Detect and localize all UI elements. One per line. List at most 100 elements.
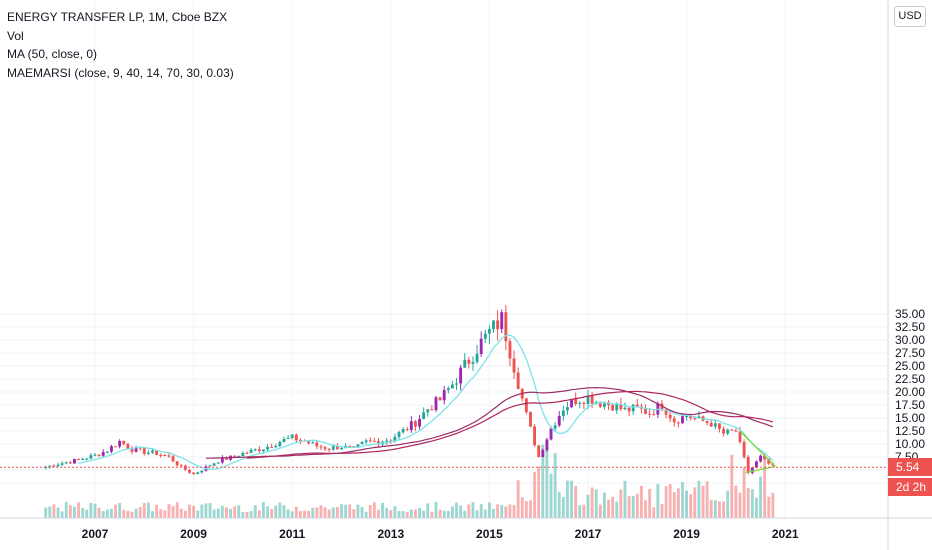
candle-body [689, 415, 693, 419]
ma-40-line [205, 386, 774, 459]
candle-body [672, 418, 676, 423]
volume-bar [52, 504, 56, 518]
maemarsi-indicator-label[interactable]: MAEMARSI (close, 9, 40, 14, 70, 30, 0.03… [7, 65, 234, 80]
volume-bar [479, 504, 483, 518]
volume-bar [689, 494, 693, 518]
volume-bar [192, 505, 196, 518]
volume-bar [138, 507, 142, 518]
volume-bar [101, 511, 105, 518]
volume-bar [233, 506, 237, 518]
volume-bar [508, 504, 512, 518]
candle-body [557, 415, 561, 426]
currency-button[interactable]: USD [894, 6, 926, 27]
y-tick-label: 10.00 [895, 437, 925, 451]
candle-body [118, 441, 122, 447]
candle-body [389, 440, 393, 442]
x-tick-label: 2013 [377, 527, 404, 541]
candle-body [578, 402, 582, 404]
volume-bar [648, 489, 652, 518]
volume-bar [734, 485, 738, 518]
candle-body [516, 372, 520, 389]
volume-bar [146, 502, 150, 518]
candle-body [233, 455, 237, 457]
candle-body [615, 403, 619, 411]
candle-body [631, 404, 635, 412]
volume-bar [639, 485, 643, 518]
candle-body [171, 456, 175, 462]
volume-bar [668, 484, 672, 518]
volume-bar [644, 500, 647, 518]
candle-body [508, 341, 512, 359]
candle-body [697, 416, 701, 419]
volume-bar [266, 506, 269, 518]
candle-body [553, 425, 557, 429]
volume-bar [426, 503, 430, 518]
y-tick-label: 25.00 [895, 359, 925, 373]
candle-body [77, 459, 81, 461]
volume-bar [130, 511, 134, 518]
volume-bar [750, 489, 754, 518]
volume-bar [594, 489, 598, 518]
volume-bar [471, 502, 475, 518]
ma-indicator-label[interactable]: MA (50, close, 0) [7, 47, 98, 61]
volume-bar [126, 510, 130, 518]
volume-bar [175, 502, 179, 518]
candle-body [746, 457, 750, 473]
volume-bar [282, 505, 286, 518]
candle-body [109, 446, 113, 452]
candle-body [635, 404, 639, 407]
candle-body [463, 359, 467, 368]
volume-bar [237, 505, 241, 518]
volume-bar [81, 508, 85, 518]
candle-body [212, 463, 216, 466]
candle-body [364, 440, 368, 443]
candle-body [340, 447, 343, 450]
candle-body [274, 446, 278, 448]
chart-grid [0, 0, 888, 518]
candle-body [216, 462, 220, 464]
volume-bar [602, 492, 606, 518]
candle-body [85, 458, 89, 460]
volume-bar [397, 511, 401, 518]
volume-bar [582, 504, 586, 518]
volume-bar [249, 511, 253, 518]
x-tick-label: 2009 [180, 527, 207, 541]
volume-bar [701, 485, 705, 518]
x-tick-label: 2015 [476, 527, 503, 541]
volume-bar [492, 508, 495, 518]
candle-body [492, 320, 495, 330]
y-tick-label: 17.50 [895, 398, 925, 412]
candle-body [446, 388, 450, 391]
candle-body [130, 448, 134, 452]
candle-body [545, 439, 549, 451]
volume-bar [512, 505, 516, 518]
candle-body [397, 432, 401, 437]
volume-bar [114, 504, 117, 518]
candle-body [159, 454, 163, 456]
y-tick-label: 12.50 [895, 424, 925, 438]
candle-body [356, 444, 360, 447]
volume-bar [348, 504, 352, 518]
volume-bar [118, 502, 122, 518]
volume-bar [315, 507, 319, 518]
candle-body [755, 461, 758, 468]
candle-body [89, 455, 93, 459]
candle-body [401, 429, 405, 433]
ma-9-line [78, 334, 774, 470]
trend-line-upper [739, 430, 776, 467]
candle-body [734, 430, 738, 432]
volume-bar [541, 444, 545, 518]
volume-bar [697, 480, 701, 518]
y-tick-label: 22.50 [895, 372, 925, 386]
volume-bar [656, 483, 660, 518]
last-price-tag: 5.54 [888, 458, 932, 477]
candle-body [323, 447, 327, 449]
volume-indicator-label[interactable]: Vol [7, 28, 24, 43]
symbol-title[interactable]: ENERGY TRANSFER LP, 1M, Cboe BZX [7, 10, 228, 24]
time-axis[interactable]: 2007 2009 2011 2013 2015 2017 2019 2021 [82, 527, 799, 541]
volume-bar [311, 507, 315, 518]
candle-body [574, 399, 578, 404]
candle-body [241, 452, 245, 457]
candle-body [459, 367, 463, 384]
